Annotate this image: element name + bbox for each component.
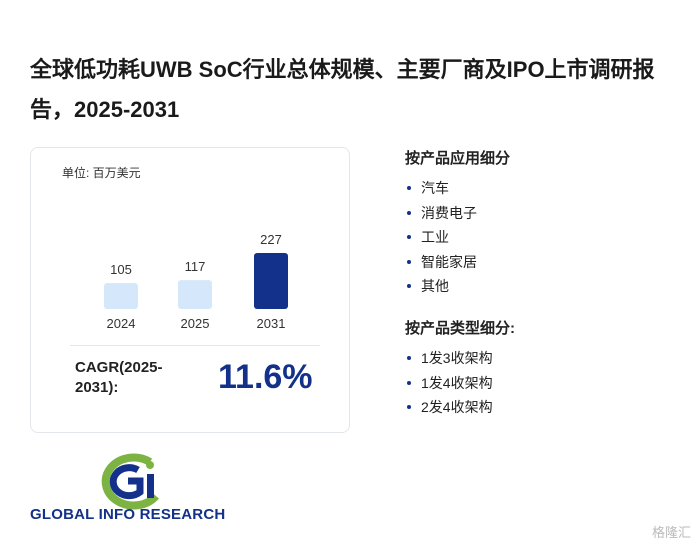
card xyxy=(30,147,350,433)
bullet xyxy=(407,405,411,409)
value-label: 227 xyxy=(260,232,282,247)
bullet xyxy=(407,210,411,215)
logo-i xyxy=(147,474,154,498)
logo-g xyxy=(109,464,144,500)
bar xyxy=(104,283,138,309)
bar xyxy=(254,253,288,309)
watermark: 格隆汇 xyxy=(652,525,692,540)
value-label: 117 xyxy=(185,259,206,274)
bullet xyxy=(407,259,411,264)
segment-item: 消费电子 xyxy=(421,204,477,221)
bullet xyxy=(407,356,411,360)
segment-item: 1发4收架构 xyxy=(421,374,493,391)
segment-item: 工业 xyxy=(421,229,449,245)
cagr-label: CAGR(2025-2031): xyxy=(75,359,163,396)
bullet xyxy=(407,284,411,288)
x-tick-label: 2025 xyxy=(181,316,210,331)
segment-item: 汽车 xyxy=(421,180,449,196)
cagr-value: 11.6% xyxy=(218,358,313,396)
segment-item: 2发4收架构 xyxy=(421,399,493,415)
value-label: 105 xyxy=(110,262,132,277)
bullet xyxy=(407,186,411,190)
bullet xyxy=(407,235,411,239)
divider xyxy=(70,345,320,346)
x-tick-label: 2024 xyxy=(107,316,136,331)
logo-text: GLOBAL INFO RESEARCH xyxy=(30,506,226,523)
segment-title: 按产品应用细分 xyxy=(405,150,511,167)
logo-dot xyxy=(146,461,154,469)
x-tick-label: 2031 xyxy=(257,316,286,331)
logo-arc xyxy=(101,453,159,510)
bullet xyxy=(407,380,411,385)
unit-label: 单位: 百万美元 xyxy=(62,166,141,180)
bar xyxy=(178,280,212,309)
segment-item: 智能家居 xyxy=(421,253,477,270)
segment-item: 1发3收架构 xyxy=(421,350,493,366)
segment-title: 按产品类型细分: xyxy=(405,320,515,337)
segment-item: 其他 xyxy=(421,278,449,294)
logo-mark xyxy=(101,453,159,510)
title: 全球低功耗UWB SoC行业总体规模、主要厂商及IPO上市调研报告，2025-2… xyxy=(30,57,655,122)
